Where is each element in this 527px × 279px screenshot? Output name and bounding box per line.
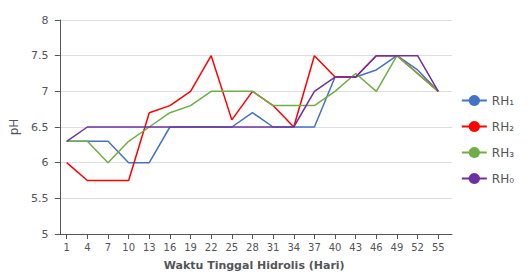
svg-text:7: 7: [105, 242, 111, 253]
svg-text:49: 49: [391, 242, 404, 253]
svg-text:4: 4: [84, 242, 90, 253]
svg-text:1: 1: [64, 242, 70, 253]
svg-text:5.5: 5.5: [31, 192, 49, 205]
svg-text:25: 25: [225, 242, 238, 253]
svg-text:16: 16: [164, 242, 177, 253]
svg-text:43: 43: [349, 242, 362, 253]
svg-text:37: 37: [308, 242, 321, 253]
svg-text:28: 28: [246, 242, 259, 253]
svg-text:Waktu Tinggal Hidrolis (Hari): Waktu Tinggal Hidrolis (Hari): [164, 259, 345, 272]
svg-text:RH₀: RH₀: [492, 172, 514, 186]
svg-text:RH₃: RH₃: [492, 146, 514, 160]
svg-text:6.5: 6.5: [31, 121, 49, 134]
svg-text:34: 34: [287, 242, 300, 253]
svg-text:19: 19: [184, 242, 197, 253]
svg-text:8: 8: [41, 14, 48, 27]
svg-text:52: 52: [411, 242, 424, 253]
svg-text:pH: pH: [7, 119, 21, 136]
svg-text:55: 55: [432, 242, 445, 253]
svg-text:22: 22: [205, 242, 218, 253]
svg-text:5: 5: [41, 228, 48, 241]
svg-text:31: 31: [267, 242, 280, 253]
svg-text:7: 7: [41, 85, 48, 98]
svg-text:40: 40: [329, 242, 342, 253]
svg-text:RH₂: RH₂: [492, 120, 514, 134]
svg-text:RH₁: RH₁: [492, 94, 514, 108]
svg-text:6: 6: [41, 156, 48, 169]
svg-text:10: 10: [122, 242, 135, 253]
svg-text:13: 13: [143, 242, 156, 253]
svg-text:46: 46: [370, 242, 383, 253]
svg-text:7.5: 7.5: [31, 49, 49, 62]
